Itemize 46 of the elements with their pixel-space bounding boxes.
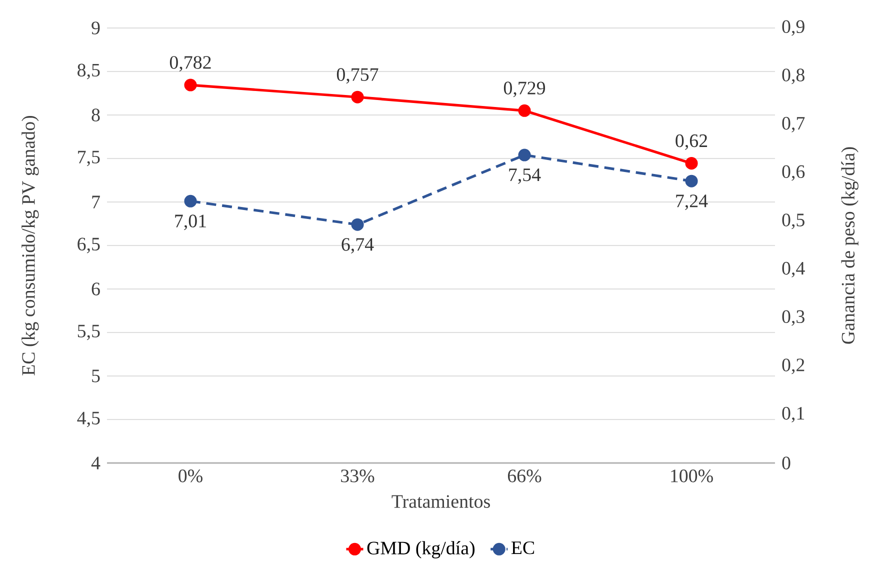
- y2-tick-label: 0,2: [782, 358, 804, 374]
- point: [518, 104, 531, 117]
- y-tick-label: 9: [92, 22, 100, 34]
- point: [351, 90, 364, 104]
- x-tick-label: 66%: [508, 470, 542, 482]
- y2-tick-label: 0,3: [782, 310, 804, 326]
- data-label: 0,757: [336, 68, 378, 84]
- x-tick-label: 100%: [671, 470, 713, 482]
- data-label: 0,62: [676, 134, 708, 150]
- point: [351, 218, 364, 231]
- y2-tick-label: 0,1: [782, 406, 804, 422]
- y2-tick-label: 0,6: [782, 165, 805, 181]
- data-label: 7,24: [676, 194, 708, 210]
- y-tick-label: 7: [92, 196, 100, 208]
- y-tick-label: 5,5: [78, 324, 100, 340]
- x-axis-title: Tratamientos: [392, 495, 490, 508]
- y-tick-label: 8,5: [78, 64, 100, 80]
- legend-label: EC: [511, 541, 534, 554]
- point: [518, 148, 531, 162]
- point: [184, 78, 197, 92]
- y2-tick-label: 0,9: [782, 20, 804, 36]
- data-label: 0,729: [504, 82, 546, 98]
- y-tick-label: 8: [92, 108, 100, 122]
- data-label: 0,782: [170, 56, 211, 72]
- data-label: 6,74: [342, 238, 374, 254]
- data-label: 7,01: [175, 214, 206, 230]
- y2-tick-label: 0: [782, 456, 790, 470]
- y2-tick-label: 0,5: [782, 214, 804, 230]
- y2-axis-title: Ganancia de peso (kg/día): [841, 147, 858, 344]
- y-axis-title: EC (kg consumido/kg PV ganado): [22, 116, 39, 376]
- point: [685, 157, 698, 170]
- y-tick-label: 7,5: [78, 150, 100, 166]
- point: [184, 194, 197, 208]
- data-label: 7,54: [509, 168, 541, 184]
- legend-label: GMD (kg/día): [367, 541, 475, 558]
- y-tick-label: 6,5: [78, 238, 100, 254]
- y2-tick-label: 0,7: [782, 116, 805, 132]
- x-tick-label: 0%: [178, 470, 202, 482]
- y2-tick-label: 0,4: [782, 262, 805, 278]
- y-tick-label: 4,5: [77, 412, 100, 428]
- point: [685, 174, 698, 188]
- y-tick-label: 5: [92, 370, 100, 382]
- y-tick-label: 6: [92, 282, 100, 296]
- x-tick-label: 33%: [341, 470, 374, 482]
- y2-tick-label: 0,8: [782, 68, 804, 84]
- y-tick-label: 4: [91, 456, 100, 470]
